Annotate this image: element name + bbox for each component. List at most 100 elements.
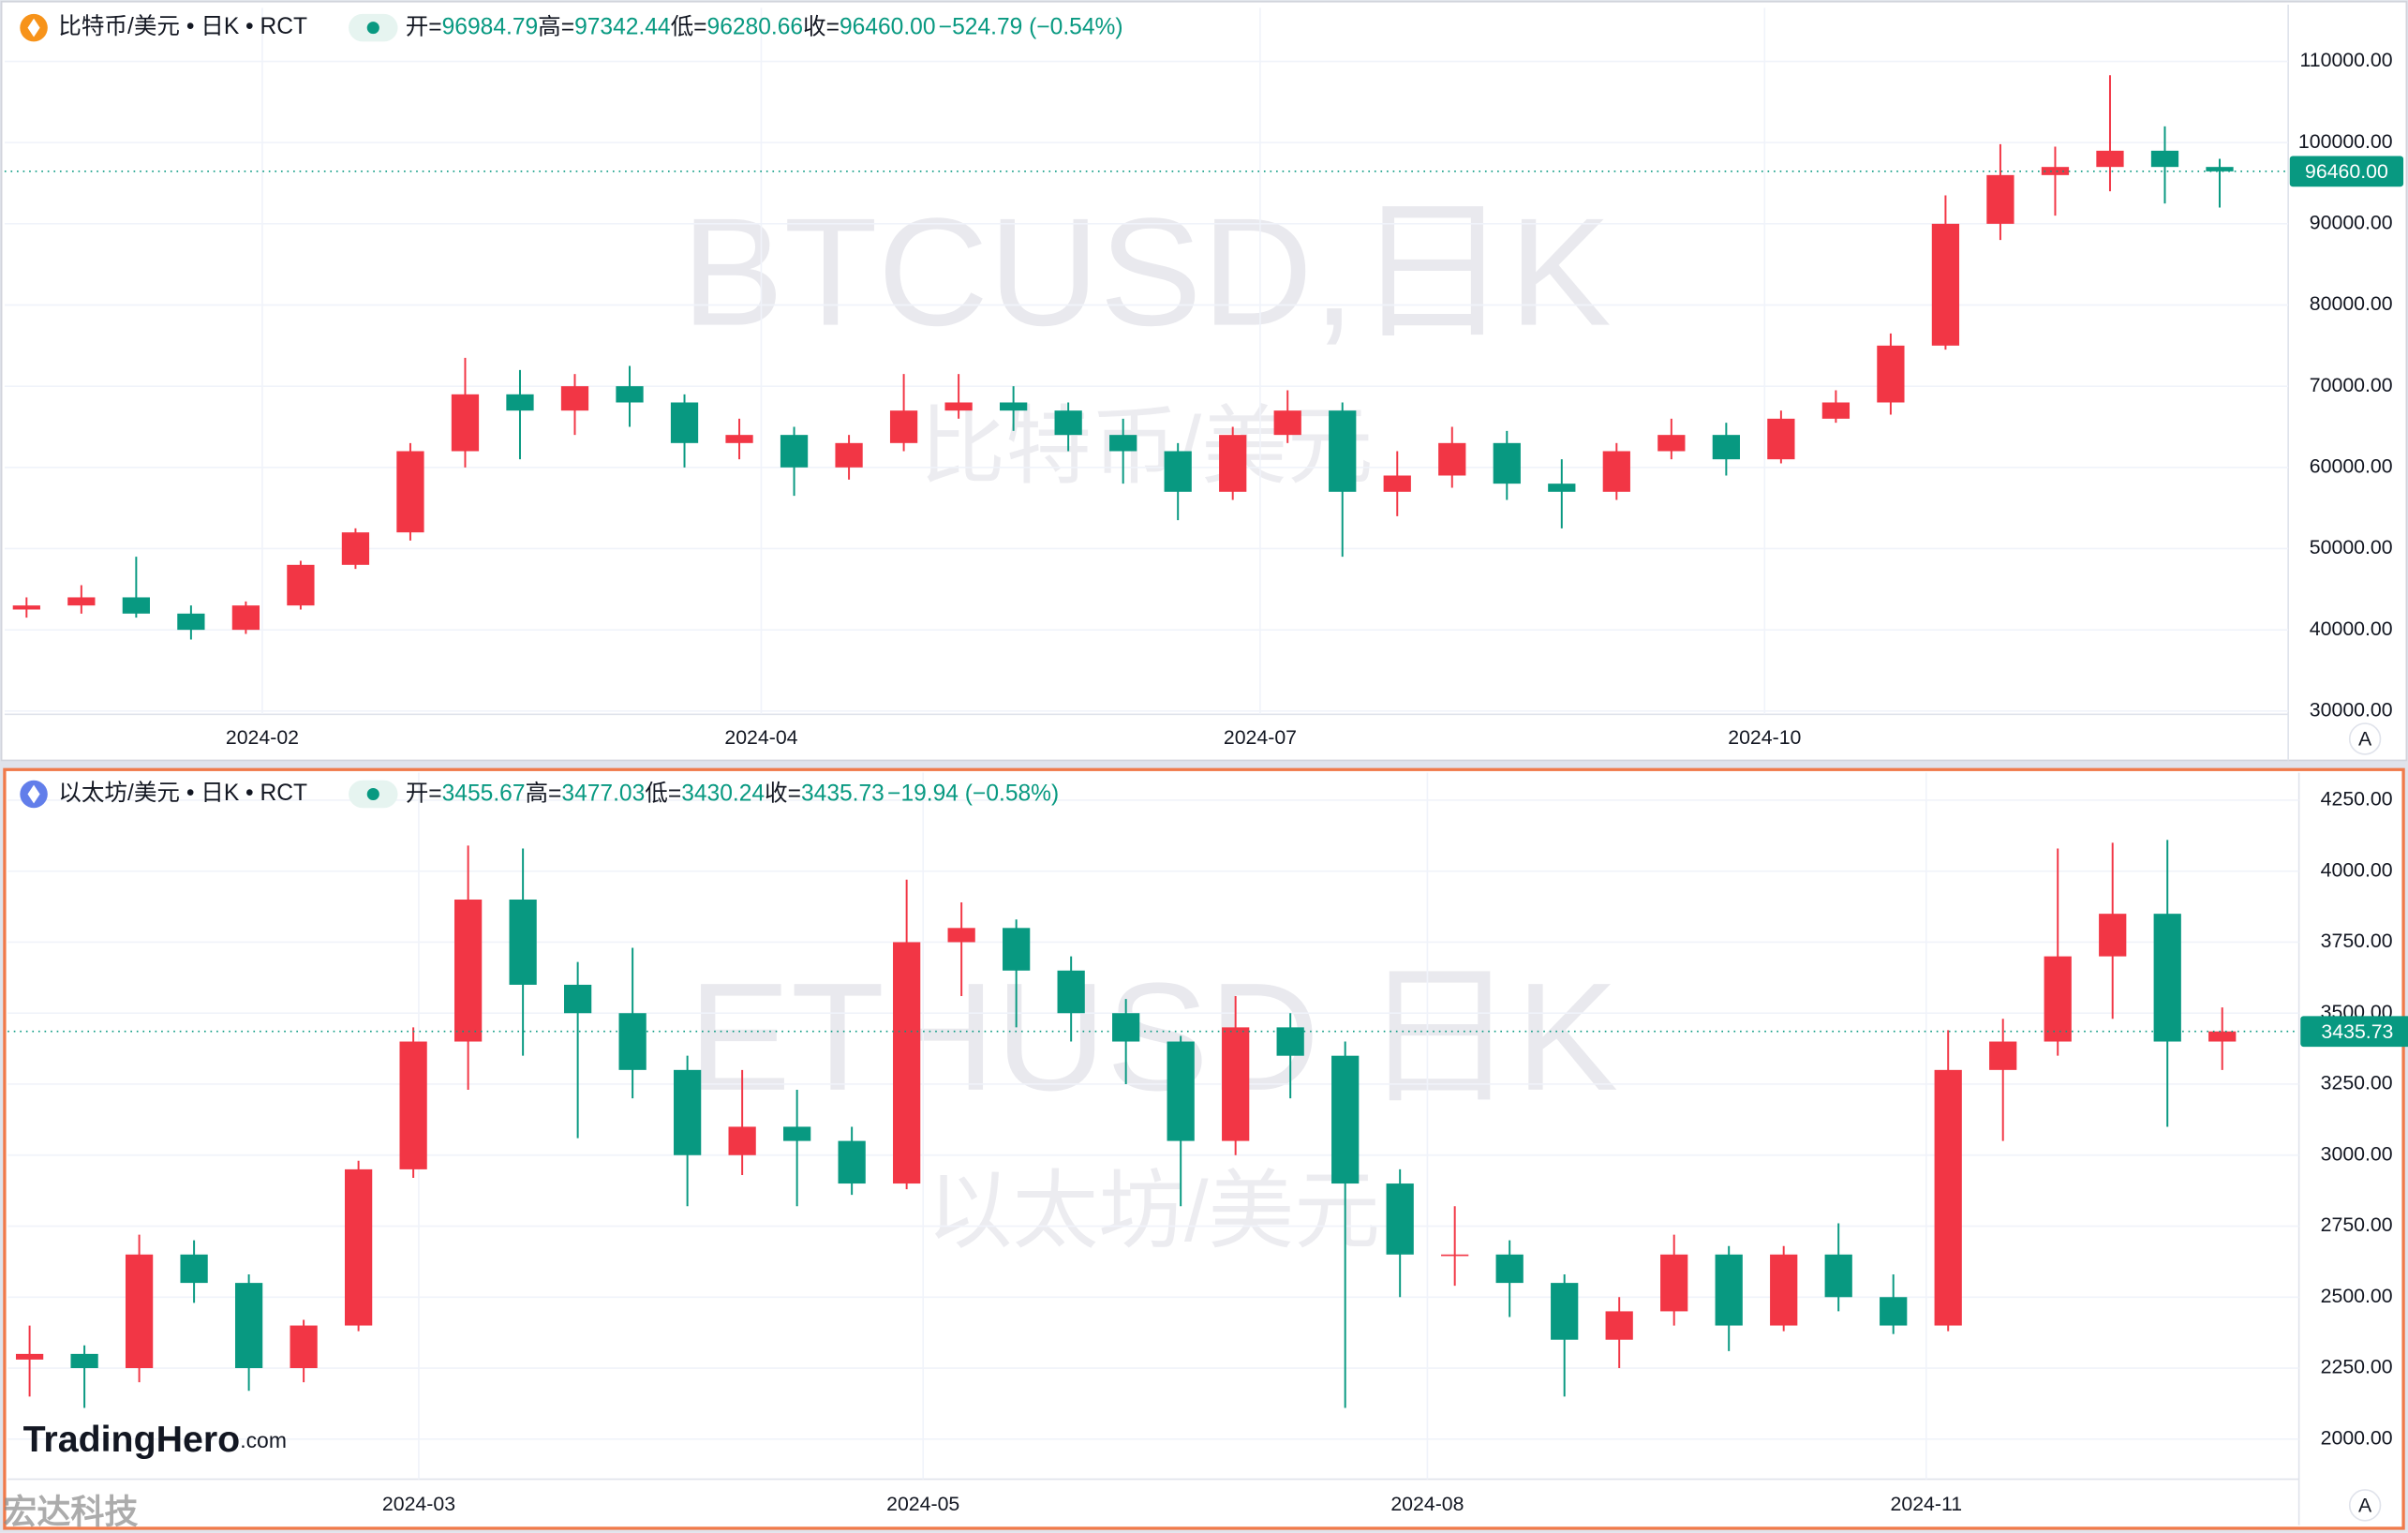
candle-body — [2150, 150, 2179, 168]
candle-body — [670, 402, 699, 443]
y-tick-label: 70000.00 — [2310, 374, 2393, 396]
ohlc-label: 低= — [645, 780, 681, 806]
candle-body — [1715, 1254, 1743, 1326]
scale-button[interactable]: A — [2358, 728, 2372, 751]
plot-area: BTCUSD,日K 比特币/美元 — [4, 7, 2289, 715]
candle-body — [1602, 451, 1630, 492]
brand-logo: TradingHero.com — [23, 1420, 287, 1461]
y-tick-label: 50000.00 — [2310, 536, 2393, 558]
candle-body — [1057, 970, 1085, 1014]
y-tick-label: 30000.00 — [2310, 698, 2393, 721]
y-tick-label: 2250.00 — [2321, 1356, 2393, 1378]
candle-body — [2041, 167, 2070, 175]
x-tick-label: 2024-05 — [886, 1493, 959, 1515]
candle-body — [1551, 1283, 1579, 1340]
candle-body — [728, 1126, 756, 1155]
ohlc-label: 收= — [803, 13, 840, 39]
candle-body — [1383, 475, 1411, 492]
brand-suffix: .com — [240, 1428, 287, 1452]
candle-body — [889, 410, 918, 443]
symbol-title: 比特币/美元 • 日K • RCT — [58, 13, 307, 39]
plot-area: ETHUSD,日K 以太坊/美元 — [7, 772, 2299, 1480]
candle-body — [1276, 1027, 1304, 1056]
candle-body — [2153, 914, 2181, 1042]
x-tick-label: 2024-10 — [1728, 726, 1801, 749]
x-tick-label: 2024-08 — [1390, 1493, 1464, 1515]
candle-body — [67, 597, 96, 606]
ohlc-value: 96280.66 — [707, 14, 804, 39]
y-tick-label: 2000.00 — [2321, 1426, 2393, 1449]
candle-body — [1989, 1041, 2017, 1070]
candle-body — [838, 1140, 866, 1184]
candle-body — [234, 1283, 263, 1369]
y-tick-label: 40000.00 — [2310, 618, 2393, 640]
candle-body — [506, 394, 534, 411]
last-price-badge — [2300, 1016, 2408, 1048]
watermark-sub: 比特币/美元 — [919, 399, 1373, 495]
last-price-label: 3435.73 — [2321, 1020, 2393, 1043]
candle-body — [1495, 1254, 1524, 1284]
candle-body — [453, 900, 483, 1042]
ohlc-label: 低= — [671, 13, 707, 39]
ohlc-change: −19.94 (−0.58%) — [887, 781, 1059, 806]
symbol-title: 以太坊/美元 • 日K • RCT — [58, 780, 307, 806]
candle-body — [231, 605, 260, 631]
candle-body — [1657, 435, 1686, 452]
candle-body — [344, 1168, 373, 1326]
ohlc-value: 3435.73 — [801, 781, 884, 806]
candle-body — [1548, 484, 1576, 492]
y-tick-label: 4000.00 — [2321, 858, 2393, 881]
candle-body — [560, 386, 589, 411]
y-tick-label: 100000.00 — [2298, 130, 2393, 153]
candle-body — [1441, 1254, 1469, 1257]
candle-body — [1712, 435, 1740, 460]
candle-body — [564, 984, 592, 1014]
y-tick-label: 90000.00 — [2310, 211, 2393, 233]
y-tick-label: 3250.00 — [2321, 1072, 2393, 1094]
candle-body — [1112, 1013, 1140, 1042]
candle-body — [2099, 914, 2127, 957]
watermark-sub: 以太坊/美元 — [927, 1164, 1380, 1259]
candle-body — [725, 435, 753, 443]
candle-body — [451, 394, 480, 452]
candle-body — [1273, 410, 1301, 436]
candle-body — [180, 1254, 208, 1284]
btc-panel — [0, 0, 2408, 762]
candle-body — [835, 442, 863, 468]
scale-button-bg[interactable] — [2348, 722, 2382, 755]
scale-button-bg[interactable] — [2348, 1489, 2382, 1522]
x-tick-label: 2024-02 — [226, 726, 299, 749]
candle-body — [12, 605, 40, 610]
x-tick-label: 2024-04 — [724, 726, 797, 749]
candle-body — [616, 386, 644, 403]
candle-body — [341, 532, 370, 565]
candle-body — [1219, 435, 1247, 492]
candle-body — [1164, 451, 1192, 492]
candle-body — [1000, 402, 1028, 411]
ohlc-value: 96460.00 — [840, 14, 936, 39]
candle-body — [1167, 1041, 1195, 1141]
ohlc-label: 高= — [538, 13, 574, 39]
candle-body — [1986, 174, 2014, 224]
corner-watermark: 宏达科技 — [3, 1493, 138, 1531]
visibility-dot — [366, 787, 379, 801]
candle-body — [1493, 442, 1521, 484]
candle-body — [947, 928, 975, 943]
ohlc-label: 高= — [525, 780, 561, 806]
candle-body — [1934, 1069, 1962, 1326]
candle-body — [122, 597, 150, 614]
candle-body — [2208, 1031, 2237, 1042]
candle-body — [1109, 435, 1137, 452]
candle-body — [15, 1353, 44, 1360]
candle-body — [1329, 410, 1357, 492]
scale-button[interactable]: A — [2358, 1495, 2372, 1517]
candle-body — [1767, 418, 1795, 460]
ohlc-label: 开= — [406, 781, 442, 806]
y-tick-label: 3000.00 — [2321, 1142, 2393, 1165]
candle-body — [399, 1041, 427, 1169]
ohlc-value: 3430.24 — [681, 781, 765, 806]
watermark: BTCUSD,日K — [681, 186, 1612, 358]
candle-body — [1438, 442, 1466, 476]
candle-body — [674, 1069, 702, 1155]
